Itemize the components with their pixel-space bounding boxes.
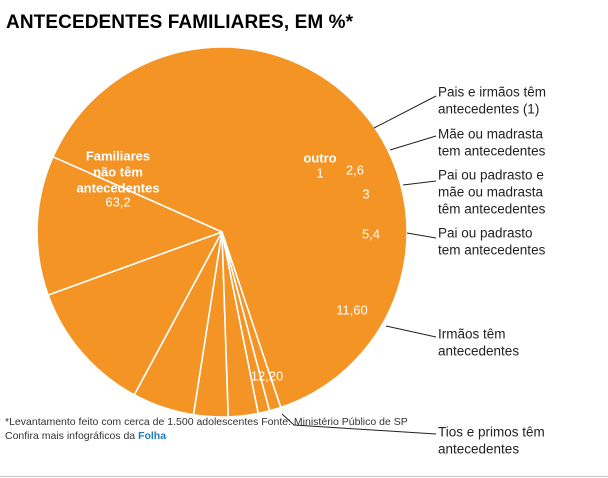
callout-label-pai-padrasto-line-1: Pai ou padrasto bbox=[438, 226, 533, 241]
leader-line-pais-irmaos bbox=[373, 95, 437, 129]
callout-label-pai-mae-line-3: têm antecedentes bbox=[438, 202, 546, 217]
callout-label-pai-padrasto-line-2: tem antecedentes bbox=[438, 243, 546, 258]
leader-line-irmaos bbox=[385, 325, 437, 338]
pie-slice-pais-irmaos bbox=[221, 231, 282, 412]
callout-label-pai-mae-line-2: mãe ou madrasta bbox=[438, 185, 544, 200]
bottom-divider bbox=[0, 476, 608, 477]
leader-line-mae-madrasta bbox=[389, 135, 437, 151]
callout-label-irmaos-line-1: Irmãos têm bbox=[438, 327, 506, 342]
slice-value-irmaos: 11,60 bbox=[336, 302, 368, 317]
slice-label-familiares-sem-line-1: Familiares bbox=[86, 148, 150, 163]
slice-value-pai-mae: 3 bbox=[362, 186, 369, 201]
callout-label-irmaos-line-2: antecedentes bbox=[438, 344, 519, 359]
pie-slice-familiares-sem bbox=[52, 46, 408, 409]
credit-line: Confira mais infográficos da Folha bbox=[5, 430, 166, 442]
footnote: *Levantamento feito com cerca de 1.500 a… bbox=[5, 416, 408, 428]
callout-label-tios-primos-line-2: antecedentes bbox=[438, 442, 519, 457]
chart-title: ANTECEDENTES FAMILIARES, EM %* bbox=[6, 12, 354, 33]
callout-label-tios-primos-line-1: Tios e primos têm bbox=[438, 425, 545, 440]
pie-slice-tios-primos bbox=[36, 156, 223, 296]
pie-slice-irmaos bbox=[47, 231, 223, 396]
slice-value-familiares-sem: 63,2 bbox=[105, 194, 130, 209]
leader-line-pai-mae bbox=[402, 180, 437, 186]
credit-prefix: Confira mais infográficos da bbox=[5, 430, 139, 442]
slice-label-familiares-sem-line-3: antecedentes bbox=[76, 180, 159, 195]
slice-value-outro: 1 bbox=[316, 165, 323, 180]
callout-label-pai-mae-line-1: Pai ou padrasto e bbox=[438, 168, 544, 183]
callout-label-pais-irmaos-line-1: Pais e irmãos têm bbox=[438, 85, 546, 100]
slice-value-mae-madrasta: 2,6 bbox=[346, 162, 364, 177]
callout-label-mae-madrasta-line-1: Mãe ou madrasta bbox=[438, 127, 544, 142]
credit-brand-link[interactable]: Folha bbox=[138, 430, 167, 442]
slice-value-tios-primos: 12,20 bbox=[251, 368, 284, 383]
leader-line-pai-padrasto bbox=[406, 232, 437, 239]
leader-line-tios-primos bbox=[281, 413, 437, 435]
slice-label-familiares-sem-line-2: não têm bbox=[93, 164, 143, 179]
slice-label-outro-line-1: outro bbox=[303, 150, 336, 165]
callout-label-pais-irmaos-line-2: antecedentes (1) bbox=[438, 102, 539, 117]
slice-value-pai-padrasto: 5,4 bbox=[362, 226, 380, 241]
callout-label-mae-madrasta-line-2: tem antecedentes bbox=[438, 144, 546, 159]
